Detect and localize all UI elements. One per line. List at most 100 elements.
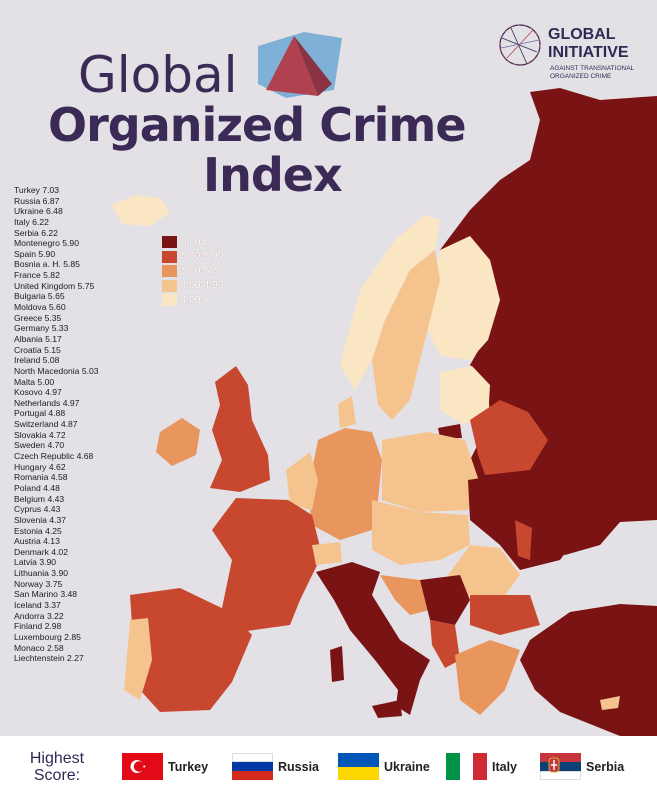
ranking-country: France — [14, 270, 41, 281]
footer-flag-item-russia: Russia — [232, 753, 319, 780]
title-line-3: Index — [203, 148, 343, 202]
ranking-item: Turkey 7.03 — [14, 185, 99, 196]
ranking-country: Russia — [14, 195, 41, 206]
legend-label: 4.00 > — [181, 294, 210, 306]
ranking-item: Italy 6.22 — [14, 217, 99, 228]
ranking-score: 4.37 — [49, 514, 67, 525]
ranking-item: Norway 3.75 — [14, 579, 99, 590]
ranking-item: Malta 5.00 — [14, 377, 99, 388]
ranking-item: Slovenia 4.37 — [14, 515, 99, 526]
ranking-item: Sweden 4.70 — [14, 440, 99, 451]
ranking-country: Norway — [14, 578, 44, 589]
ranking-score: 3.75 — [45, 578, 63, 589]
region-finland — [428, 236, 500, 360]
footer-flag-item-italy: Italy — [446, 753, 517, 780]
ranking-score: 5.90 — [62, 238, 79, 249]
ranking-score: 5.65 — [47, 291, 65, 302]
ranking-item: Moldova 5.60 — [14, 302, 99, 313]
ranking-country: Sweden — [14, 440, 46, 451]
ranking-score: 4.58 — [50, 472, 68, 483]
ranking-country: Netherlands — [14, 397, 61, 408]
ranking-score: 7.03 — [42, 185, 60, 195]
ranking-score: 4.87 — [60, 419, 78, 430]
ranking-score: 5.15 — [44, 344, 61, 355]
ranking-item: Portugal 4.88 — [14, 408, 99, 419]
title-line-2: Organized Crime — [48, 98, 467, 152]
ranking-country: United Kingdom — [14, 280, 76, 291]
legend-item: 6.00 ≤ — [162, 235, 223, 250]
region-moldova — [515, 520, 532, 560]
region-belarus — [470, 400, 548, 475]
footer-title-line-1: Highest — [29, 750, 85, 767]
ranking-country: Spain — [14, 248, 36, 259]
region-uk — [210, 366, 270, 492]
ranking-score: 2.58 — [46, 642, 64, 653]
ranking-score: 6.22 — [41, 227, 58, 238]
flag-label: Serbia — [586, 759, 625, 774]
legend-label: 6.00 ≤ — [181, 236, 209, 248]
ranking-score: 6.48 — [46, 206, 63, 217]
logo-name-line-1: GLOBAL — [548, 26, 616, 43]
ranking-item: Luxembourg 2.85 — [14, 632, 99, 643]
ranking-item: Romania 4.58 — [14, 472, 99, 483]
region-ukraine — [468, 470, 590, 570]
region-portugal — [124, 618, 152, 700]
footer-title: Highest Score: — [18, 750, 96, 784]
ranking-score: 4.02 — [51, 546, 68, 557]
pyramid-icon — [258, 32, 342, 98]
region-montenegro-albania — [430, 620, 460, 668]
ranking-country: Iceland — [14, 599, 42, 610]
ranking-score: 5.33 — [51, 323, 69, 334]
ranking-country: North Macedonia — [14, 365, 80, 376]
ranking-score: 4.97 — [62, 397, 80, 408]
ranking-item: Denmark 4.02 — [14, 547, 99, 558]
ranking-score: 4.48 — [43, 482, 60, 493]
ranking-country: Albania — [14, 333, 43, 344]
ranking-score: 4.68 — [76, 451, 94, 462]
map-legend: 6.00 ≤ 5.50-5.99 5.00-5.49 4.00-4.99 4.00 > — [162, 235, 223, 308]
flag-label: Ukraine — [384, 759, 430, 774]
ranking-score: 2.85 — [64, 631, 81, 642]
region-bulgaria — [470, 595, 540, 635]
ranking-country: Romania — [14, 472, 49, 483]
ranking-item: Kosovo 4.97 — [14, 387, 99, 398]
ranking-score: 4.97 — [45, 387, 62, 398]
turkey-flag-icon — [122, 753, 163, 780]
legend-label: 5.50-5.99 — [181, 251, 224, 263]
ranking-score: 2.27 — [67, 653, 84, 664]
ranking-score: 4.13 — [43, 536, 60, 547]
legend-item: 5.00-5.49 — [162, 264, 223, 279]
legend-swatch — [162, 236, 177, 249]
ranking-score: 6.87 — [42, 195, 60, 206]
footer-flag-item-serbia: Serbia — [540, 753, 624, 780]
ranking-score: 4.88 — [48, 408, 66, 419]
title-line-1: Global — [78, 46, 238, 104]
ranking-country: Luxembourg — [14, 631, 62, 642]
footer-title-line-2: Score: — [33, 767, 81, 784]
region-spain — [130, 588, 252, 712]
legend-label: 5.00-5.49 — [181, 265, 224, 277]
ranking-country: Belgium — [14, 493, 46, 504]
europe-choropleth-map — [112, 88, 657, 736]
ranking-country: Bosnia a. H. — [14, 259, 61, 270]
region-switzerland — [312, 542, 342, 565]
legend-label: 4.00-4.99 — [181, 280, 224, 292]
ranking-country: Montenegro — [14, 238, 60, 249]
ranking-country: Monaco — [14, 642, 45, 653]
flag-label: Russia — [278, 759, 319, 774]
region-germany — [308, 428, 382, 540]
ranking-country: Malta — [14, 376, 36, 387]
ranking-score: 3.37 — [44, 599, 61, 610]
legend-item: 4.00 > — [162, 293, 223, 308]
ranking-item: Liechtenstein 2.27 — [14, 653, 99, 664]
region-sardinia — [330, 646, 344, 682]
region-italy — [316, 562, 430, 715]
ranking-item: Cyprus 4.43 — [14, 504, 99, 515]
region-denmark — [338, 396, 356, 428]
region-kaliningrad — [438, 424, 462, 438]
region-iceland — [112, 195, 170, 226]
ranking-score: 4.72 — [48, 429, 66, 440]
region-sweden — [372, 250, 440, 420]
ranking-score: 5.85 — [63, 259, 80, 270]
ranking-item: Russia 6.87 — [14, 196, 99, 207]
